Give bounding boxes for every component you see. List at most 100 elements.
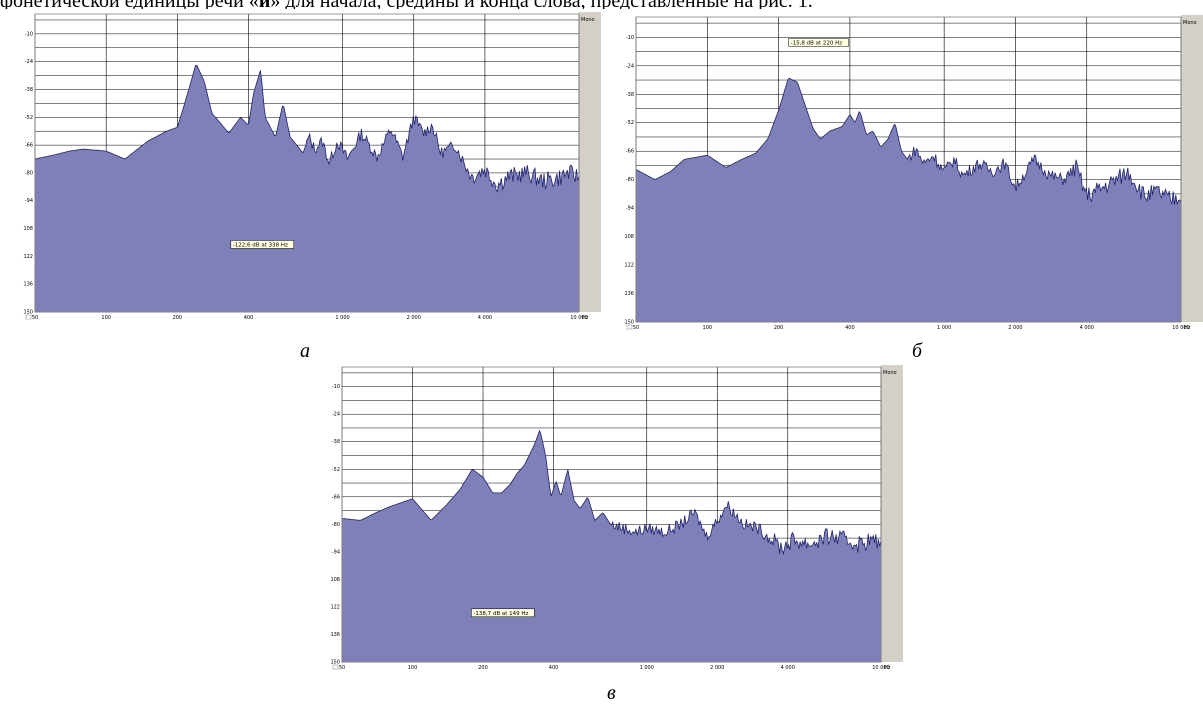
x-tick-label: 1 000	[640, 665, 654, 671]
y-tick-label: -94	[332, 549, 340, 555]
readout-box	[471, 608, 535, 618]
x-tick-label: 200	[173, 315, 183, 321]
y-tick-label: -136	[624, 291, 634, 297]
y-tick-label: -150	[23, 310, 33, 316]
x-tick-label: 400	[549, 665, 559, 671]
x-tick-label: 50	[32, 315, 38, 321]
y-tick-label: -136	[23, 282, 33, 288]
y-tick-label: -80	[626, 177, 634, 183]
x-tick-label: 50	[339, 665, 345, 671]
readout-box	[230, 240, 294, 249]
caption-bold-letter: и	[259, 0, 271, 9]
x-tick-label: 2 000	[1008, 325, 1022, 331]
corner-marker	[332, 664, 339, 670]
spectrum-line	[341, 429, 882, 556]
caption-text-after: » для начала, средины и конца слова, пре…	[270, 0, 812, 9]
readout-label: -122,6 dB at 338 Hz	[233, 242, 288, 248]
x-tick-label: 200	[774, 325, 784, 331]
x-axis-strip	[624, 322, 1203, 340]
y-tick-label: -122	[624, 263, 634, 269]
channel-label: Mono	[1183, 20, 1197, 26]
x-axis-strip	[330, 662, 903, 680]
y-tick-label: -52	[25, 115, 33, 121]
right-sidebar	[881, 365, 903, 680]
y-tick-label: -38	[332, 439, 340, 445]
plot-border	[34, 13, 580, 313]
figure-caption: фонетической единицы речи «и» для начала…	[0, 0, 1203, 9]
x-unit-label: Hz	[582, 315, 589, 321]
y-tick-label: -94	[25, 198, 33, 204]
y-tick-label: -108	[23, 226, 33, 232]
y-tick-label: -66	[332, 494, 340, 500]
panel-letter-a: а	[300, 340, 310, 362]
x-tick-label: 200	[478, 665, 488, 671]
caption-text-before: фонетической единицы речи «	[0, 0, 259, 9]
y-tick-label: -80	[25, 170, 33, 176]
x-tick-label: 50	[633, 325, 639, 331]
y-tick-label: -150	[330, 660, 340, 666]
x-tick-label: 100	[408, 665, 418, 671]
y-tick-label: -24	[332, 412, 340, 418]
y-tick-label: -10	[626, 35, 634, 41]
channel-label: Mono	[581, 17, 595, 23]
spectrum-area	[35, 65, 579, 312]
x-tick-label: 400	[845, 325, 855, 331]
spectrum-area	[636, 78, 1181, 322]
y-tick-label: -24	[25, 59, 33, 65]
x-tick-label: 4 000	[478, 315, 492, 321]
x-tick-label: 400	[244, 315, 254, 321]
plot-border	[635, 16, 1182, 323]
right-sidebar	[579, 12, 601, 330]
y-tick-label: -10	[25, 31, 33, 37]
y-tick-label: -150	[624, 320, 634, 326]
x-tick-label: 10 000	[1172, 325, 1190, 331]
x-axis-strip	[23, 312, 601, 330]
x-tick-label: 1 000	[937, 325, 951, 331]
x-tick-label: 10 000	[872, 665, 890, 671]
y-tick-label: -108	[330, 577, 340, 583]
readout-box	[788, 38, 849, 47]
y-tick-label: -52	[332, 467, 340, 473]
readout-label: -15,8 dB at 220 Hz	[791, 40, 843, 46]
y-tick-label: -66	[626, 149, 634, 155]
corner-marker	[626, 324, 633, 330]
x-tick-label: 100	[703, 325, 713, 331]
y-tick-label: -66	[25, 143, 33, 149]
y-tick-label: -94	[626, 206, 634, 212]
right-sidebar	[1181, 15, 1203, 340]
x-tick-label: 100	[101, 315, 111, 321]
x-unit-label: Hz	[1184, 325, 1191, 331]
y-tick-label: -38	[626, 92, 634, 98]
y-tick-label: -24	[626, 63, 634, 69]
spectrum-area	[342, 430, 881, 662]
x-tick-label: 4 000	[1080, 325, 1094, 331]
x-tick-label: 4 000	[781, 665, 795, 671]
plot-border	[341, 366, 882, 663]
corner-marker	[25, 314, 32, 320]
spectrum-line	[34, 64, 580, 193]
channel-label: Mono	[883, 370, 897, 376]
y-tick-label: -122	[330, 604, 340, 610]
y-tick-label: -108	[624, 234, 634, 240]
x-tick-label: 1 000	[335, 315, 349, 321]
x-unit-label: Hz	[884, 665, 891, 671]
panel-letter-b: б	[912, 340, 923, 362]
spectrum-line	[635, 77, 1182, 206]
x-tick-label: 10 000	[570, 315, 588, 321]
y-tick-label: -80	[332, 522, 340, 528]
y-tick-label: -52	[626, 120, 634, 126]
readout-label: -138,7 dB at 149 Hz	[473, 611, 528, 617]
y-tick-label: -10	[332, 384, 340, 390]
y-tick-label: -38	[25, 87, 33, 93]
y-tick-label: -136	[330, 632, 340, 638]
y-tick-label: -122	[23, 254, 33, 260]
x-tick-label: 2 000	[407, 315, 421, 321]
panel-letter-c: в	[607, 682, 616, 704]
x-tick-label: 2 000	[710, 665, 724, 671]
